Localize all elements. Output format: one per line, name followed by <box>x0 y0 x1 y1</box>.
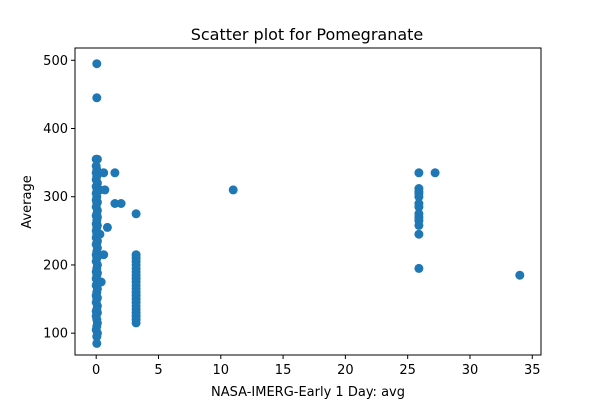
data-point <box>110 168 120 178</box>
data-point <box>414 263 424 273</box>
data-point <box>131 318 141 328</box>
y-tick-label: 100 <box>43 327 68 342</box>
x-axis-ticks: 0 5 10 15 20 25 30 35 <box>92 355 541 378</box>
data-point <box>92 59 102 69</box>
x-tick-label: 0 <box>92 363 100 378</box>
y-tick-label: 200 <box>43 258 68 273</box>
y-axis-ticks: 100 200 300 400 500 <box>43 54 75 342</box>
plot-frame <box>74 47 542 356</box>
x-tick-label: 15 <box>275 363 292 378</box>
data-point <box>92 332 102 342</box>
data-point <box>414 229 424 239</box>
data-point <box>92 93 102 103</box>
data-point <box>414 192 424 202</box>
y-tick-label: 500 <box>43 54 68 69</box>
data-point <box>102 222 112 232</box>
data-point <box>92 338 102 348</box>
points-layer <box>91 59 525 348</box>
data-point <box>110 199 120 208</box>
data-point <box>131 209 141 219</box>
data-point <box>414 220 424 230</box>
y-axis-label: Average <box>20 175 35 228</box>
data-point <box>99 168 109 178</box>
x-tick-label: 20 <box>337 363 354 378</box>
x-axis-label: NASA-IMERG-Early 1 Day: avg <box>211 385 405 400</box>
data-point <box>96 277 106 287</box>
data-point <box>100 185 110 195</box>
y-tick-label: 400 <box>43 122 68 137</box>
chart-title: Scatter plot for Pomegranate <box>191 25 424 44</box>
x-tick-label: 5 <box>154 363 162 378</box>
data-point <box>430 168 440 178</box>
data-point <box>95 229 105 239</box>
data-point <box>116 199 126 208</box>
y-tick-label: 300 <box>43 190 68 205</box>
data-point <box>414 168 424 178</box>
data-point <box>228 185 238 195</box>
x-tick-label: 30 <box>462 363 479 378</box>
x-tick-label: 25 <box>399 363 416 378</box>
data-point <box>515 270 525 280</box>
x-tick-label: 10 <box>213 363 230 378</box>
data-point <box>92 154 102 164</box>
x-tick-label: 35 <box>524 363 541 378</box>
data-point <box>414 202 424 212</box>
data-point <box>99 250 109 260</box>
